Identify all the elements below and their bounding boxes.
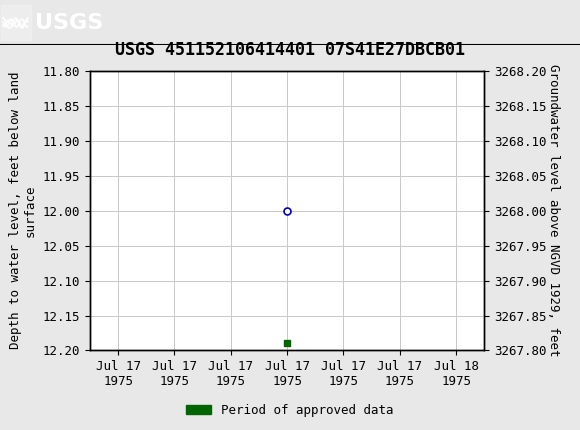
Bar — [1, 5, 31, 40]
Text: USGS: USGS — [35, 13, 103, 33]
Y-axis label: Groundwater level above NGVD 1929, feet: Groundwater level above NGVD 1929, feet — [548, 64, 560, 357]
Y-axis label: Depth to water level, feet below land
surface: Depth to water level, feet below land su… — [9, 72, 37, 350]
Text: USGS 451152106414401 07S41E27DBCB01: USGS 451152106414401 07S41E27DBCB01 — [115, 41, 465, 59]
Legend: Period of approved data: Period of approved data — [181, 399, 399, 421]
